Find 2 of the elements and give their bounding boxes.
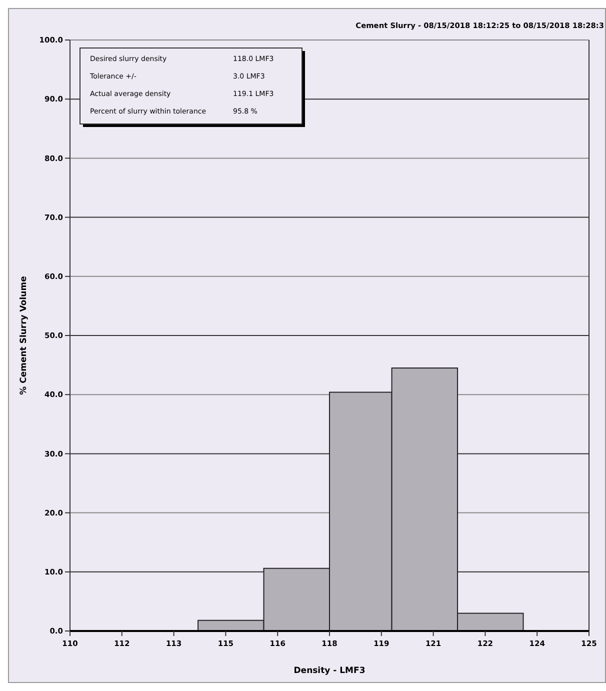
y-axis-title: % Cement Slurry Volume [19,276,29,395]
x-axis-title: Density - LMF3 [294,666,366,676]
